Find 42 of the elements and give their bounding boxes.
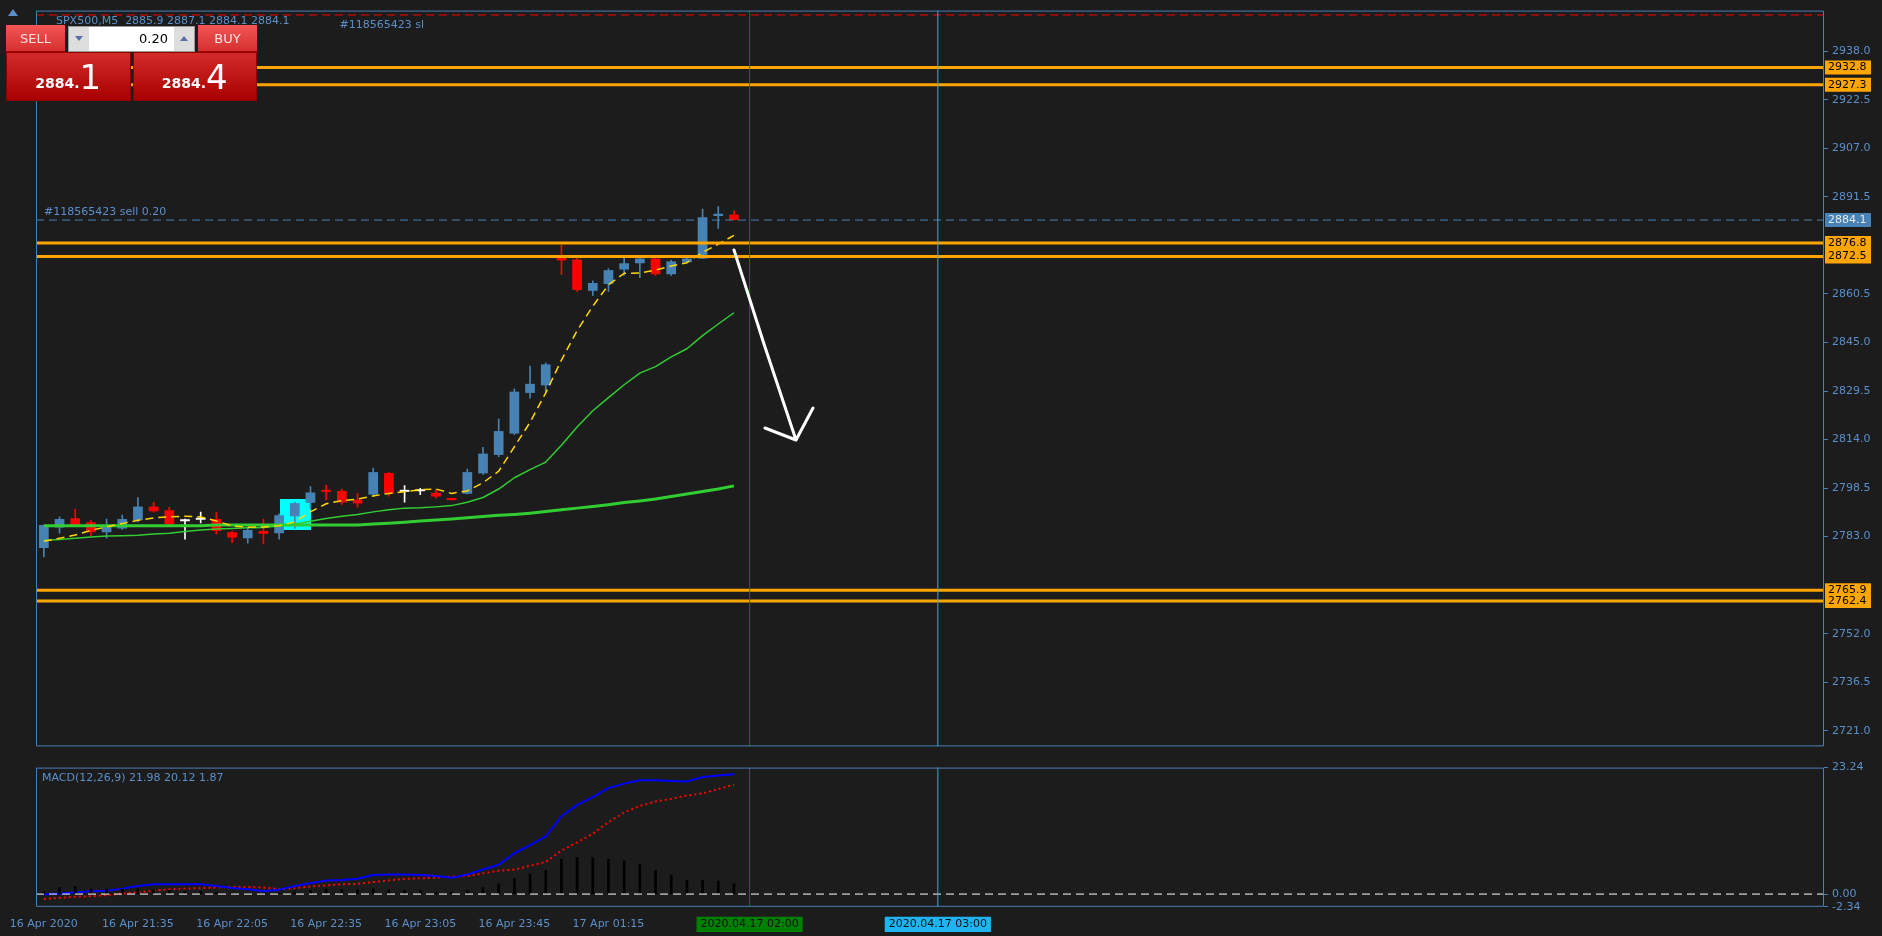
ref-line-label: 2876.8	[1828, 235, 1867, 249]
y-tick-label: 2922.5	[1832, 92, 1871, 106]
y-tick-label: 2860.5	[1832, 286, 1871, 300]
y-tick-label: 23.24	[1832, 760, 1864, 774]
number-field: 0.20	[68, 25, 195, 52]
annotation: 2884.1	[35, 57, 102, 97]
x-tick-label: 16 Apr 23:45	[478, 917, 551, 931]
y-tick-label: 2907.0	[1832, 141, 1871, 155]
x-tick-label: 16 Apr 2020	[9, 917, 78, 931]
y-tick-label: 2938.0	[1832, 44, 1871, 58]
ref-line-label: 2932.8	[1828, 60, 1867, 74]
y-tick-label: 2891.5	[1832, 189, 1871, 203]
annotation: 0.20	[138, 29, 169, 48]
x-tick-label: 16 Apr 23:05	[384, 917, 457, 931]
sell-button: SELL	[6, 25, 65, 52]
chart-title: SPX500,M5 2885.9 2887.1 2884.1 2884.1	[56, 13, 290, 27]
y-tick-label: 2814.0	[1832, 432, 1871, 446]
y-tick-label: 2736.5	[1832, 675, 1871, 689]
y-tick-label: 2721.0	[1832, 723, 1871, 737]
x-tick-label: 2020.04.17 02:00	[700, 917, 799, 931]
x-tick-label: 16 Apr 22:05	[196, 917, 268, 931]
ref-line-label: 2927.3	[1828, 77, 1867, 91]
y-tick-label: 2798.5	[1832, 480, 1871, 494]
y-tick-label: 0.00	[1832, 886, 1857, 900]
y-tick-label: 2845.0	[1832, 335, 1871, 349]
buy-button: BUY	[198, 25, 257, 52]
ref-line-label: 2872.5	[1828, 249, 1867, 263]
annotation: #118565423 sell 0.20	[44, 205, 167, 219]
x-tick-label: 2020.04.17 03:00	[888, 917, 987, 931]
x-tick-label: 16 Apr 22:35	[290, 917, 363, 931]
ref-line-label: 2884.1	[1828, 212, 1867, 226]
y-tick-label: 2783.0	[1832, 529, 1871, 543]
annotation: #118565423 sl	[339, 17, 425, 31]
y-tick-label: 2829.5	[1832, 383, 1871, 397]
x-tick-label: 17 Apr 01:15	[572, 917, 645, 931]
y-tick-label: -2.34	[1832, 899, 1861, 913]
annotation: 2884.4	[161, 57, 228, 97]
y-tick-label: 2752.0	[1832, 626, 1871, 640]
chart-title: MACD(12,26,9) 21.98 20.12 1.87	[42, 770, 224, 784]
price-button: 2884.4	[132, 52, 257, 101]
price-button: 2884.1	[6, 52, 131, 101]
x-tick-label: 16 Apr 21:35	[102, 917, 174, 931]
